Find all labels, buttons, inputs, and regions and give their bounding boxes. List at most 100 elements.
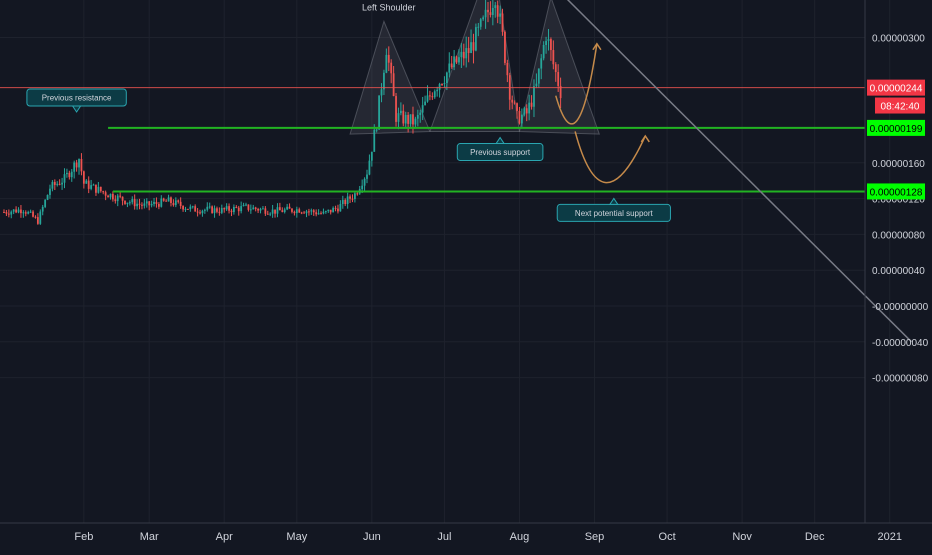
candle-body bbox=[368, 160, 371, 175]
candle-body bbox=[511, 99, 514, 103]
candle-body bbox=[334, 207, 337, 209]
candle-body bbox=[172, 203, 175, 206]
callout: Next potential support bbox=[556, 197, 671, 222]
callout-text: Previous support bbox=[470, 148, 531, 157]
price-tag bbox=[875, 97, 925, 114]
candle-body bbox=[557, 72, 560, 86]
candle-body bbox=[470, 42, 472, 54]
projection-arrow bbox=[574, 131, 646, 184]
candle-body bbox=[97, 186, 100, 193]
y-tick-label: -0.00000000 bbox=[872, 302, 929, 313]
candle-body bbox=[535, 83, 538, 87]
candle-body bbox=[458, 57, 460, 63]
candle-body bbox=[41, 206, 44, 212]
candle-body bbox=[298, 209, 301, 213]
x-axis: Feb Mar Apr May Jun Jul Aug Sep Oct Nov Dec 2021 bbox=[0, 522, 932, 543]
candle-body bbox=[165, 200, 168, 202]
candle-body bbox=[295, 209, 298, 214]
candle-body bbox=[392, 73, 395, 97]
pattern-right-shoulder bbox=[518, 0, 601, 135]
candle-body bbox=[525, 108, 528, 114]
candle-body bbox=[385, 54, 388, 73]
candle-body bbox=[327, 209, 330, 212]
candle-body bbox=[308, 211, 310, 213]
candle-body bbox=[34, 216, 37, 218]
candle-body bbox=[162, 198, 165, 201]
candle-body bbox=[107, 195, 109, 198]
candle-body bbox=[177, 200, 180, 202]
candle-body bbox=[44, 199, 47, 207]
candle-body bbox=[109, 193, 112, 198]
candle-body bbox=[407, 114, 410, 124]
candle-body bbox=[136, 203, 138, 207]
candle-body bbox=[7, 213, 10, 215]
candle-body bbox=[399, 110, 402, 114]
candle-body bbox=[453, 56, 456, 68]
candle-body bbox=[95, 184, 97, 193]
candle-body bbox=[395, 96, 397, 122]
candle-body bbox=[141, 204, 143, 206]
candle-body bbox=[499, 13, 501, 17]
candle-body bbox=[99, 186, 102, 192]
y-tick-label: 0.00000040 bbox=[872, 266, 925, 277]
candle-body bbox=[366, 174, 368, 179]
candle-body bbox=[259, 208, 262, 211]
candle-body bbox=[324, 211, 327, 213]
candle-body bbox=[380, 89, 383, 96]
candle-body bbox=[554, 64, 557, 73]
y-tick-label: -0.00000040 bbox=[872, 338, 929, 349]
candle-body bbox=[443, 83, 446, 85]
candle-body bbox=[361, 185, 364, 190]
candle-body bbox=[472, 42, 475, 51]
candle-body bbox=[339, 204, 342, 212]
candle-body bbox=[475, 27, 477, 51]
candle-body bbox=[66, 172, 68, 175]
candle-body bbox=[63, 174, 66, 183]
callout-text: Previous resistance bbox=[42, 93, 112, 102]
candle-body bbox=[431, 96, 434, 98]
candle-body bbox=[87, 180, 90, 189]
projection-arrows bbox=[555, 42, 650, 184]
candle-body bbox=[429, 95, 431, 97]
candle-body bbox=[17, 209, 20, 213]
candle-body bbox=[213, 208, 216, 214]
candle-body bbox=[390, 62, 393, 74]
candle-body bbox=[278, 207, 281, 211]
candle-body bbox=[426, 95, 429, 102]
candle-body bbox=[387, 54, 390, 63]
candle-body bbox=[462, 51, 465, 59]
candle-body bbox=[124, 200, 126, 204]
candle-body bbox=[281, 210, 284, 213]
candle-body bbox=[211, 206, 214, 214]
candle-body bbox=[460, 51, 463, 58]
candle-body bbox=[73, 162, 76, 172]
candle-body bbox=[506, 62, 509, 76]
candle-body bbox=[126, 202, 129, 204]
price-tag bbox=[867, 79, 925, 96]
candle-body bbox=[518, 110, 521, 124]
candle-body bbox=[247, 204, 250, 210]
candle-body bbox=[482, 17, 485, 20]
candle-body bbox=[489, 12, 492, 16]
candle-body bbox=[513, 102, 516, 104]
candle-body bbox=[378, 95, 380, 130]
candle-body bbox=[184, 208, 187, 210]
candle-body bbox=[416, 114, 419, 119]
candle-body bbox=[235, 207, 238, 209]
candle-body bbox=[552, 50, 555, 65]
candle-body bbox=[477, 26, 480, 28]
candle-body bbox=[206, 206, 209, 210]
x-tick-label: Dec bbox=[805, 531, 825, 543]
candle-body bbox=[504, 31, 506, 63]
candle-body bbox=[203, 209, 206, 211]
y-tick-label: 0.00000080 bbox=[872, 230, 925, 241]
candle-body bbox=[322, 211, 325, 214]
candle-body bbox=[80, 159, 83, 172]
candle-body bbox=[533, 86, 535, 107]
candle-body bbox=[402, 110, 405, 124]
candle-body bbox=[305, 211, 308, 214]
y-axis: 0.000004500.000004000.000003500.00000300… bbox=[864, 0, 929, 523]
candle-body bbox=[252, 207, 255, 210]
projection-arrow bbox=[555, 43, 598, 125]
